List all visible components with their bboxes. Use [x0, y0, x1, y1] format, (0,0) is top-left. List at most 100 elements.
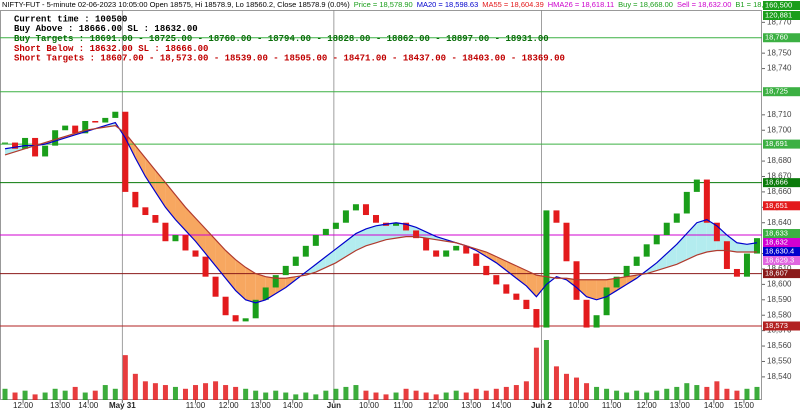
volume-bar [32, 394, 38, 400]
volume-bar [664, 388, 670, 400]
price-candle [162, 222, 169, 242]
volume-bar [493, 388, 499, 400]
x-tick-label: 12:00 [13, 401, 34, 410]
price-candle [633, 256, 640, 266]
ma-band [325, 248, 336, 268]
volume-bar [553, 366, 559, 400]
y-tick-label: 18,660 [767, 187, 792, 196]
price-candle [282, 265, 289, 276]
header-item: NIFTY-FUT - 5-minute 02-06-2023 10:05:00… [2, 0, 350, 9]
volume-bar [112, 388, 118, 400]
price-candle [673, 213, 680, 223]
price-candle [142, 207, 149, 216]
price-label: 18,760 [765, 33, 788, 42]
volume-bar [52, 388, 58, 400]
volume-bar [604, 388, 610, 400]
price-label: 18,629.3 [765, 256, 794, 265]
price-candle [372, 215, 379, 223]
price-candle [362, 204, 369, 216]
price-candle [182, 235, 189, 251]
volume-bar [323, 390, 329, 400]
volume-bar [363, 390, 369, 400]
price-label: 18,691 [765, 139, 788, 148]
price-candle [342, 210, 349, 223]
price-candle [352, 204, 359, 211]
price-candle [753, 238, 760, 254]
volume-bar [22, 390, 28, 400]
price-candle [593, 315, 600, 328]
ma-band [365, 225, 376, 246]
volume-bar [223, 385, 229, 400]
price-candle [643, 244, 650, 257]
ma-band [526, 270, 537, 297]
volume-bar [373, 392, 379, 400]
price-candle [563, 222, 570, 262]
y-tick-label: 18,540 [767, 372, 792, 381]
price-candle [22, 137, 29, 149]
price-label-box [763, 33, 800, 43]
volume-bar [433, 394, 439, 400]
volume-bar [413, 390, 419, 400]
price-candle [553, 210, 560, 223]
volume-bar [193, 385, 199, 400]
ma-line [4, 121, 758, 304]
volume-bar [353, 385, 359, 400]
header-item: MA55 = 18,604.39 [482, 0, 544, 9]
price-candle [493, 275, 500, 285]
y-tick-label: 18,550 [767, 357, 792, 366]
y-tick-label: 18,770 [767, 17, 792, 26]
volume-bar [203, 383, 209, 400]
volume-bar [754, 386, 760, 400]
header: NIFTY-FUT - 5-minute 02-06-2023 10:05:00… [2, 0, 800, 9]
volume-bar [513, 385, 519, 400]
header-item: MA20 = 18,598.63 [417, 0, 479, 9]
price-candle [483, 265, 490, 276]
x-tick-label: 13:00 [670, 401, 691, 410]
volume-bar [453, 390, 459, 400]
price-candle [102, 117, 109, 123]
ma-band [335, 241, 346, 263]
price-candle [403, 222, 410, 231]
volume-bar [293, 394, 299, 400]
price-label-box [763, 256, 800, 266]
y-tick-label: 18,740 [767, 64, 792, 73]
ma-band [155, 170, 166, 208]
price-candle [543, 210, 550, 328]
price-candle [743, 253, 750, 277]
annotation: Buy Targets : 18691.00 - 18725.00 - 1876… [14, 34, 549, 44]
ma-band [235, 259, 246, 300]
volume-bar [423, 392, 429, 400]
volume-bar [122, 355, 128, 400]
volume-bar [684, 383, 690, 400]
ma-band [245, 267, 256, 303]
x-tick-label: 14:00 [491, 401, 512, 410]
plot-frame [0, 10, 762, 400]
volume-bar [243, 388, 249, 400]
volume-bar [734, 390, 740, 400]
volume-bar [132, 373, 138, 400]
price-label-box [763, 139, 800, 149]
price-candle [703, 179, 710, 223]
volume-bar [182, 388, 188, 400]
ma-band [205, 228, 216, 266]
volume-bar [724, 388, 730, 400]
price-label-box [763, 247, 800, 257]
volume-bar [333, 388, 339, 400]
volume-bar [584, 383, 590, 400]
ma-band [165, 182, 176, 220]
price-label-box [763, 201, 800, 211]
annotation: Current time : 100500 [14, 14, 127, 24]
price-label-box [763, 269, 800, 279]
volume-bar [594, 386, 600, 400]
y-tick-label: 18,670 [767, 172, 792, 181]
volume-bar [543, 340, 549, 400]
volume-label: 160,500 [765, 0, 792, 9]
volume-bar [303, 392, 309, 400]
price-label: 18,633 [765, 229, 788, 238]
price-label: 18,651 [765, 201, 788, 210]
price-candle [132, 191, 139, 208]
volume-bar [273, 390, 279, 400]
x-tick-label: 13:00 [251, 401, 272, 410]
header-item: Sell = 18,632.00 [677, 0, 731, 9]
price-candle [252, 299, 259, 319]
